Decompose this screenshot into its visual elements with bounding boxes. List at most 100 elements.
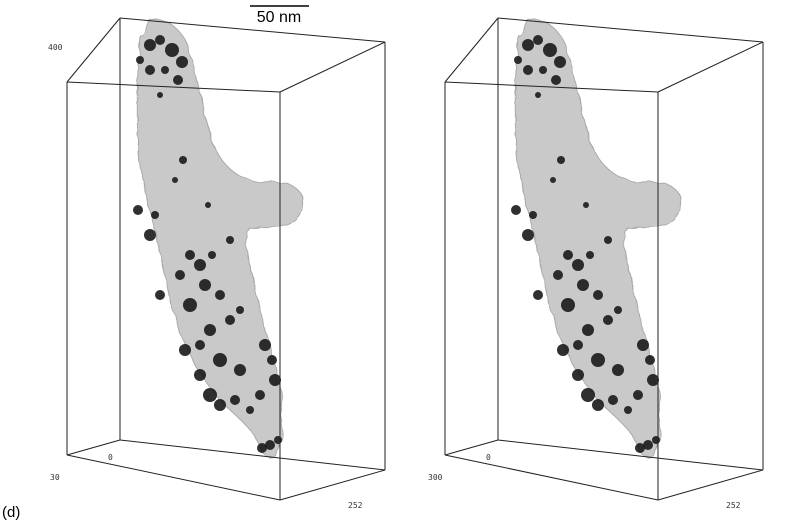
particle (557, 156, 565, 164)
axis-label: 252 (348, 501, 363, 510)
axis-label: 0 (108, 453, 113, 462)
particle (274, 436, 282, 444)
particle (592, 399, 604, 411)
particle (145, 65, 155, 75)
particle (185, 250, 195, 260)
particle (551, 75, 561, 85)
particle (259, 339, 271, 351)
particle (194, 369, 206, 381)
particle (194, 259, 206, 271)
particle (172, 177, 178, 183)
scale-bar-label: 50 nm (257, 9, 301, 26)
particle (165, 43, 179, 57)
particle (572, 369, 584, 381)
box-edge (280, 42, 385, 92)
particle (173, 75, 183, 85)
box-edge (658, 470, 763, 500)
particle (563, 250, 573, 260)
figure: 50 nm (d) 4000302520300252 (0, 0, 788, 520)
particle (535, 92, 541, 98)
particle (529, 211, 537, 219)
particle (183, 298, 197, 312)
particle (213, 353, 227, 367)
specimen (137, 19, 303, 456)
particle (612, 364, 624, 376)
particle (514, 56, 522, 64)
particle (539, 66, 547, 74)
particle (572, 259, 584, 271)
particle (225, 315, 235, 325)
particle (255, 390, 265, 400)
particle (246, 406, 254, 414)
particle (533, 35, 543, 45)
particle (603, 315, 613, 325)
particle (577, 279, 589, 291)
particle (593, 290, 603, 300)
particle (208, 251, 216, 259)
particle (269, 374, 281, 386)
particle (523, 65, 533, 75)
particle (614, 306, 622, 314)
particle (179, 156, 187, 164)
particle (608, 395, 618, 405)
particle (604, 236, 612, 244)
particle (199, 279, 211, 291)
particle (561, 298, 575, 312)
particle (203, 388, 217, 402)
particle (267, 355, 277, 365)
particle (637, 339, 649, 351)
particle (586, 251, 594, 259)
box-edge (67, 18, 120, 82)
particle (652, 436, 660, 444)
particle (195, 340, 205, 350)
particle (550, 177, 556, 183)
particle (522, 39, 534, 51)
particle (133, 205, 143, 215)
particle (136, 56, 144, 64)
axis-label: 252 (726, 501, 741, 510)
panel-label: (d) (2, 504, 20, 520)
particle (511, 205, 521, 215)
particle (175, 270, 185, 280)
particle (226, 236, 234, 244)
box-edge (498, 440, 763, 470)
axis-label: 300 (428, 473, 443, 482)
particle (144, 229, 156, 241)
particle (582, 324, 594, 336)
particle (645, 355, 655, 365)
particle (554, 56, 566, 68)
particle (151, 211, 159, 219)
particle (573, 340, 583, 350)
particle (236, 306, 244, 314)
particle (624, 406, 632, 414)
particle (155, 35, 165, 45)
particle (230, 395, 240, 405)
particle (581, 388, 595, 402)
specimen (515, 19, 681, 456)
particle (553, 270, 563, 280)
tomogram-panel: 0 300 252 (428, 18, 763, 510)
box-edge (280, 470, 385, 500)
particle (144, 39, 156, 51)
particle (591, 353, 605, 367)
particle (204, 324, 216, 336)
box-edge (67, 455, 280, 500)
particle (633, 390, 643, 400)
particle (157, 92, 163, 98)
particle (635, 443, 645, 453)
particle (257, 443, 267, 453)
particle (205, 202, 211, 208)
particle (214, 399, 226, 411)
particle (533, 290, 543, 300)
particle (215, 290, 225, 300)
box-edge (445, 18, 498, 82)
particle (179, 344, 191, 356)
particle (234, 364, 246, 376)
particle (161, 66, 169, 74)
axis-label: 0 (486, 453, 491, 462)
box-edge (658, 42, 763, 92)
particle (583, 202, 589, 208)
axis-label: 400 (48, 43, 63, 52)
